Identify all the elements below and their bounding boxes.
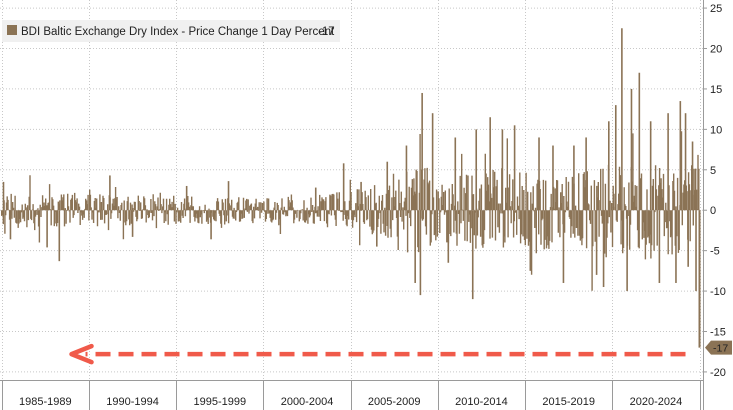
legend-label: BDI Baltic Exchange Dry Index - Price Ch… — [21, 26, 335, 38]
bars-layer — [1, 28, 701, 348]
y-tick-label: 25 — [710, 3, 722, 15]
y-tick-label: -5 — [710, 246, 720, 258]
x-tick-label: 2005-2009 — [368, 396, 421, 408]
y-tick-label: -15 — [710, 326, 726, 338]
x-tick-label: 1995-1999 — [193, 396, 246, 408]
legend-background — [2, 20, 340, 42]
y-tick-label: -20 — [710, 367, 726, 379]
annotation-arrow-head — [69, 343, 94, 365]
y-tick-label: 20 — [710, 44, 722, 56]
y-tick-label: 5 — [710, 165, 716, 177]
y-tick-label: -10 — [710, 286, 726, 298]
x-tick-label: 2015-2019 — [542, 396, 595, 408]
y-tick-label: 15 — [710, 84, 722, 96]
y-tick-label: 10 — [710, 124, 722, 136]
x-tick-label: 2010-2014 — [455, 396, 508, 408]
legend-last-value: -17 — [318, 26, 335, 38]
annotation-layer — [69, 343, 686, 365]
x-tick-label: 1990-1994 — [106, 396, 159, 408]
y-tick-label: 0 — [710, 205, 716, 217]
series-bars-background — [1, 131, 700, 291]
last-value-tag — [705, 340, 732, 355]
x-tick-label: 2020-2024 — [630, 396, 683, 408]
x-tick-label: 2000-2004 — [281, 396, 334, 408]
x-tick-label: 1985-1989 — [19, 396, 72, 408]
legend: BDI Baltic Exchange Dry Index - Price Ch… — [2, 20, 340, 42]
last-value-tag-label: -17 — [713, 343, 728, 355]
legend-swatch — [7, 25, 17, 35]
